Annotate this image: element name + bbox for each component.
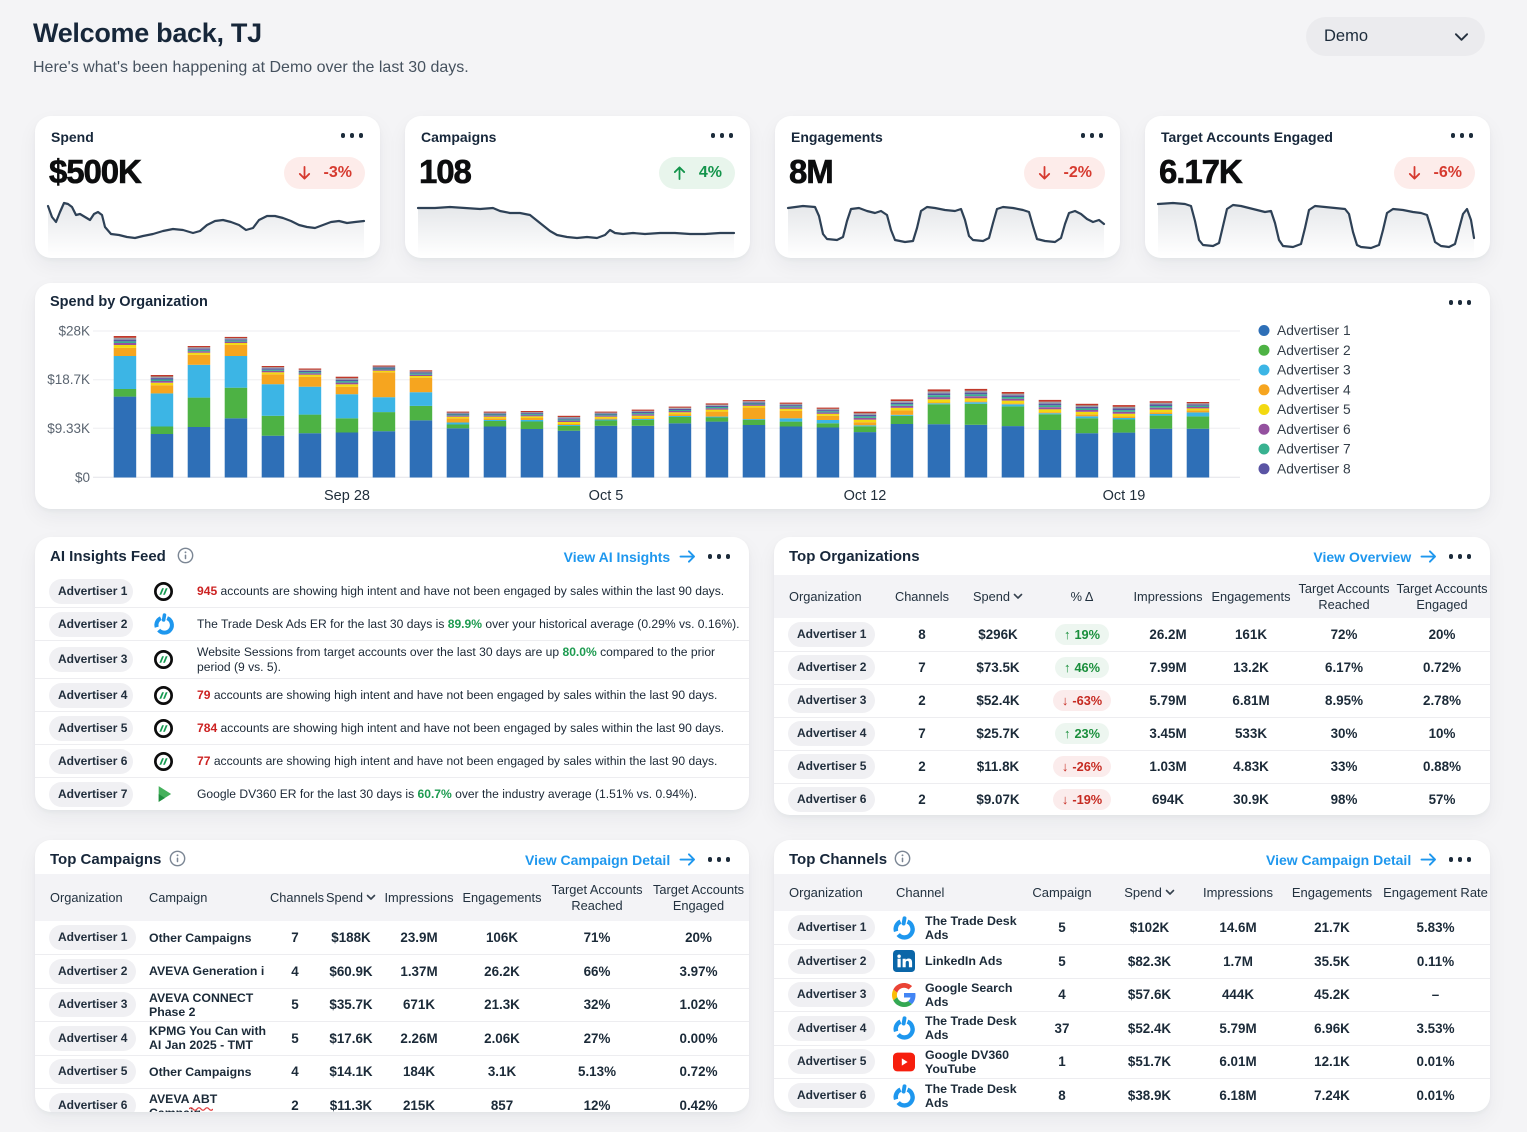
svg-text:$18.7K: $18.7K: [47, 372, 90, 387]
svg-text:Oct 12: Oct 12: [844, 488, 887, 504]
svg-text:Advertiser 2: Advertiser 2: [1277, 343, 1351, 358]
svg-text:$28K: $28K: [58, 324, 90, 339]
svg-text:Advertiser 5: Advertiser 5: [1277, 402, 1351, 417]
svg-text:$9.33K: $9.33K: [47, 421, 90, 436]
svg-text:Advertiser 8: Advertiser 8: [1277, 461, 1351, 476]
svg-text:Advertiser 3: Advertiser 3: [1277, 363, 1351, 378]
svg-text:Oct 19: Oct 19: [1103, 488, 1146, 504]
svg-text:Advertiser 6: Advertiser 6: [1277, 422, 1351, 437]
svg-text:Advertiser 7: Advertiser 7: [1277, 442, 1351, 457]
svg-text:Sep 28: Sep 28: [324, 488, 370, 504]
svg-text:$0: $0: [75, 470, 90, 485]
svg-text:Advertiser 4: Advertiser 4: [1277, 382, 1351, 397]
svg-text:Oct 5: Oct 5: [589, 488, 624, 504]
svg-text:Advertiser 1: Advertiser 1: [1277, 323, 1351, 338]
